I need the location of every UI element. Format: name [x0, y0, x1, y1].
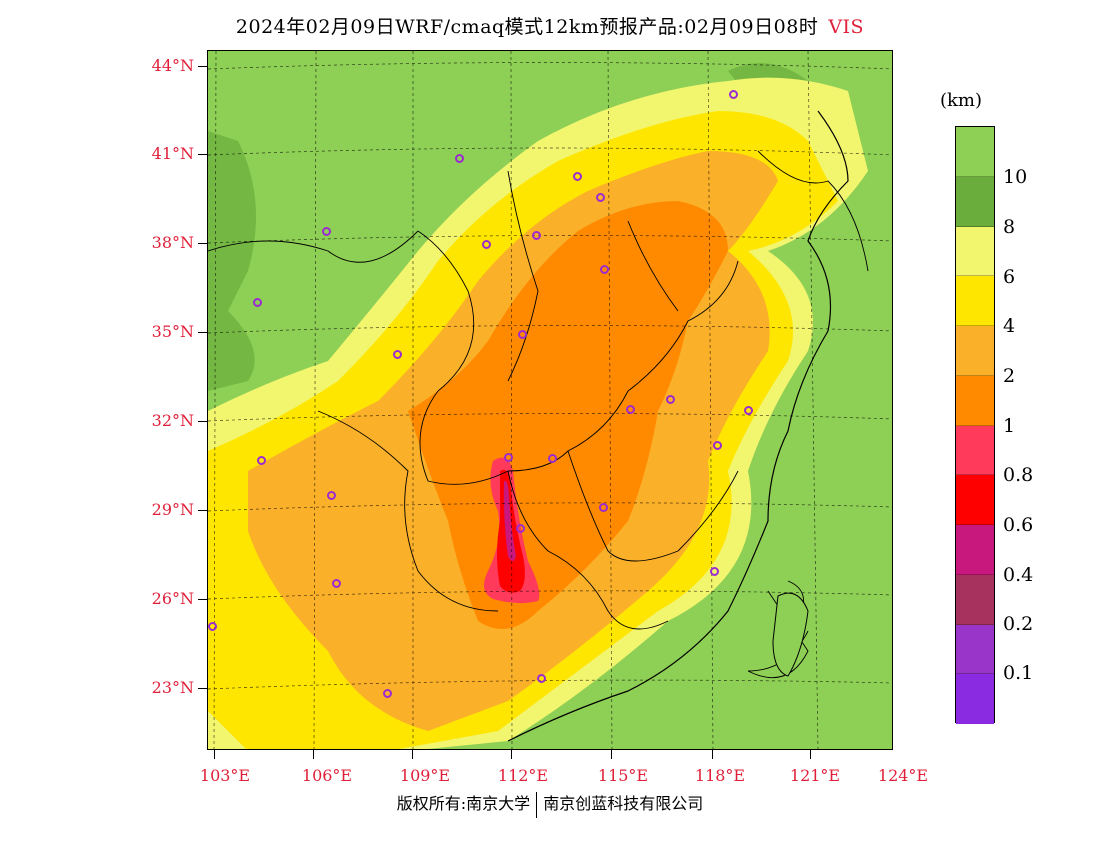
- station-marker[interactable]: [322, 227, 331, 236]
- station-marker[interactable]: [666, 395, 675, 404]
- colorbar-swatch: [956, 475, 994, 525]
- lon-label: 103°E: [199, 766, 251, 785]
- lon-label: 115°E: [597, 766, 649, 785]
- colorbar-label: 0.1: [1003, 662, 1034, 684]
- station-marker[interactable]: [729, 90, 738, 99]
- station-marker[interactable]: [600, 265, 609, 274]
- station-marker[interactable]: [596, 193, 605, 202]
- lat-tick: [198, 243, 207, 244]
- lon-tick: [810, 750, 811, 759]
- station-marker[interactable]: [573, 172, 582, 181]
- visibility-field: [208, 51, 892, 749]
- lon-label: 112°E: [497, 766, 549, 785]
- colorbar-label: 0.6: [1003, 514, 1034, 536]
- colorbar-label: 0.8: [1003, 464, 1034, 486]
- colorbar-swatch: [956, 525, 994, 575]
- colorbar-label: 0.4: [1003, 564, 1034, 586]
- lon-tick: [611, 750, 612, 759]
- station-marker[interactable]: [599, 503, 608, 512]
- lat-label: 35°N: [151, 322, 194, 341]
- map-title-variable: VIS: [828, 16, 865, 38]
- station-marker[interactable]: [537, 674, 546, 683]
- colorbar-label: 2: [1003, 365, 1016, 387]
- station-marker[interactable]: [393, 350, 402, 359]
- lon-label: 121°E: [789, 766, 841, 785]
- station-marker[interactable]: [332, 579, 341, 588]
- colorbar-swatch: [956, 425, 994, 476]
- lat-tick: [198, 688, 207, 689]
- station-marker[interactable]: [713, 441, 722, 450]
- lat-tick: [198, 66, 207, 67]
- lat-tick: [198, 154, 207, 155]
- station-marker[interactable]: [383, 689, 392, 698]
- colorbar-label: 10: [1003, 166, 1028, 188]
- copyright-left: 版权所有:南京大学: [396, 794, 531, 813]
- colorbar-swatch: [956, 127, 994, 177]
- station-marker[interactable]: [504, 453, 513, 462]
- lat-label: 41°N: [151, 144, 194, 163]
- colorbar-unit: (km): [940, 90, 983, 111]
- station-marker[interactable]: [327, 491, 336, 500]
- colorbar-label: 0.2: [1003, 613, 1034, 635]
- copyright-footer: 版权所有:南京大学 南京创蓝科技有限公司: [0, 790, 1100, 818]
- station-marker[interactable]: [744, 406, 753, 415]
- station-marker[interactable]: [626, 405, 635, 414]
- colorbar-swatch: [956, 574, 994, 625]
- visibility-map[interactable]: [207, 50, 893, 750]
- station-marker[interactable]: [455, 154, 464, 163]
- station-marker[interactable]: [548, 454, 557, 463]
- lat-label: 29°N: [151, 500, 194, 519]
- station-marker[interactable]: [532, 231, 541, 240]
- map-title-main: 2024年02月09日WRF/cmaq模式12km预报产品:02月09日08时: [235, 16, 819, 38]
- lat-label: 23°N: [151, 678, 194, 697]
- lon-label: 118°E: [694, 766, 746, 785]
- station-marker[interactable]: [710, 567, 719, 576]
- lon-tick: [214, 750, 215, 759]
- colorbar-label: 8: [1003, 216, 1016, 238]
- copyright-right: 南京创蓝科技有限公司: [543, 794, 704, 813]
- footer-divider: [536, 791, 538, 818]
- lon-label: 106°E: [301, 766, 353, 785]
- station-marker[interactable]: [516, 524, 525, 533]
- station-marker[interactable]: [253, 298, 262, 307]
- lon-tick: [511, 750, 512, 759]
- lon-tick: [712, 750, 713, 759]
- lat-label: 44°N: [151, 56, 194, 75]
- lat-tick: [198, 421, 207, 422]
- colorbar-swatch: [956, 226, 994, 277]
- colorbar-swatch: [956, 375, 994, 426]
- colorbar-label: 1: [1003, 415, 1016, 437]
- colorbar-label: 6: [1003, 266, 1016, 288]
- lon-label: 124°E: [877, 766, 929, 785]
- colorbar-label: 4: [1003, 315, 1016, 337]
- colorbar-swatch: [956, 176, 994, 227]
- station-marker[interactable]: [482, 240, 491, 249]
- station-marker[interactable]: [518, 330, 527, 339]
- colorbar: [955, 126, 995, 724]
- colorbar-swatch: [956, 276, 994, 326]
- lat-label: 38°N: [151, 233, 194, 252]
- colorbar-swatch: [956, 674, 994, 724]
- lat-label: 32°N: [151, 411, 194, 430]
- map-title: 2024年02月09日WRF/cmaq模式12km预报产品:02月09日08时 V…: [0, 12, 1100, 39]
- station-marker[interactable]: [208, 622, 217, 631]
- lon-tick: [313, 750, 314, 759]
- lon-label: 109°E: [399, 766, 451, 785]
- lat-tick: [198, 510, 207, 511]
- lat-tick: [198, 599, 207, 600]
- lat-label: 26°N: [151, 589, 194, 608]
- colorbar-swatch: [956, 326, 994, 376]
- station-marker[interactable]: [257, 456, 266, 465]
- lat-tick: [198, 332, 207, 333]
- colorbar-swatch: [956, 624, 994, 675]
- lon-tick: [412, 750, 413, 759]
